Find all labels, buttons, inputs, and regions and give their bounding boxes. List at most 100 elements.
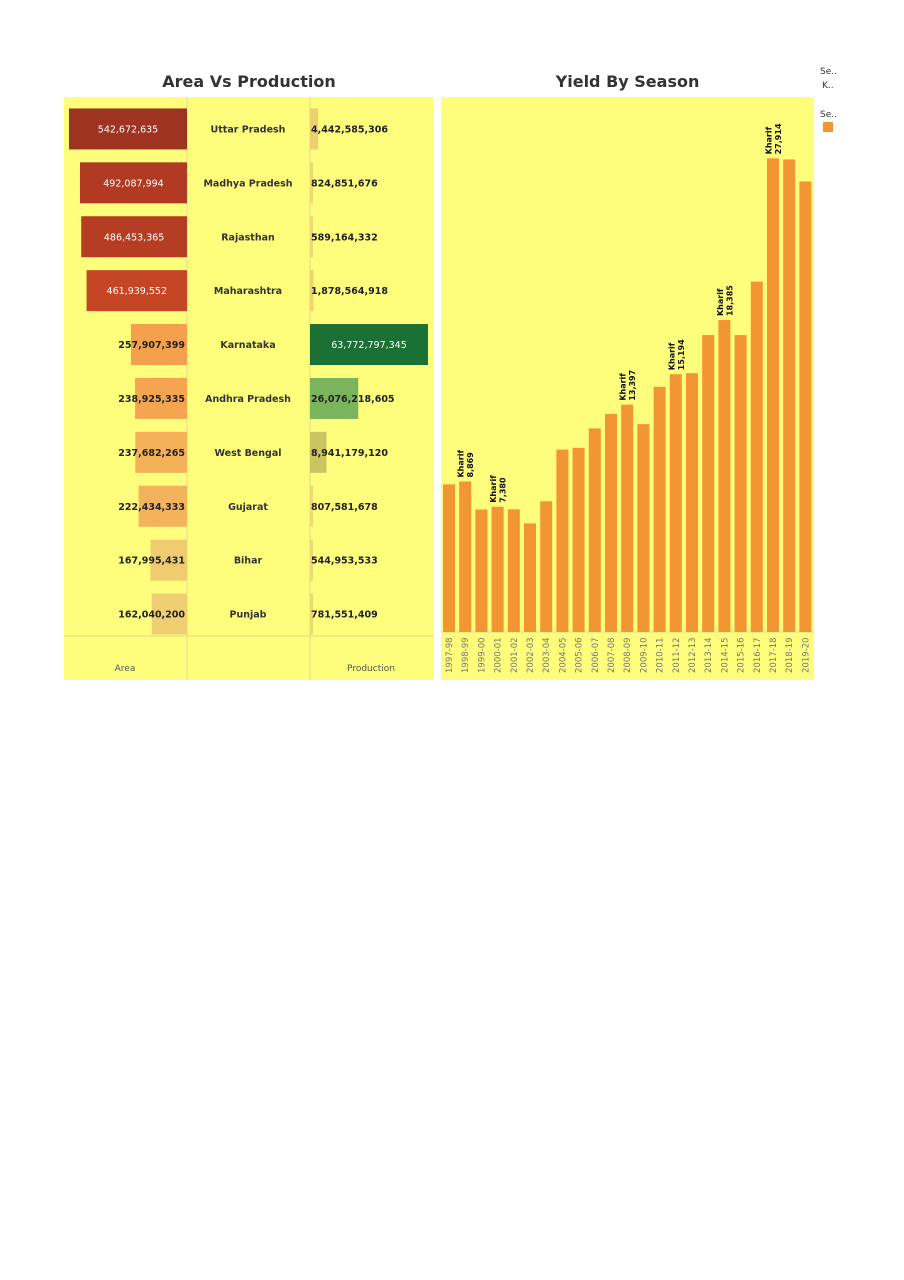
x-tick-label: 2008-09	[623, 637, 633, 673]
production-bar	[310, 162, 313, 204]
area-value-label: 486,453,365	[104, 232, 164, 243]
annotation-season-label: Kharif	[667, 342, 676, 370]
area-value-label: 461,939,552	[107, 286, 167, 297]
annotation-season-label: Kharif	[765, 126, 774, 154]
yield-bar	[475, 509, 488, 632]
x-tick-label: 2000-01	[494, 637, 504, 673]
production-value-label: 8,941,179,120	[311, 448, 388, 459]
legend-item-label[interactable]: K..	[822, 81, 834, 91]
annotation-value-label: 7,380	[499, 477, 508, 503]
area-value-label: 162,040,200	[118, 610, 185, 621]
state-label: Uttar Pradesh	[211, 124, 286, 135]
area-production-chart: 542,672,635 Uttar Pradesh 4,442,585,306 492…	[64, 97, 434, 680]
annotation-season-label: Kharif	[619, 373, 628, 401]
annotation-value-label: 18,385	[725, 285, 734, 316]
x-tick-label: 1997-98	[445, 637, 455, 673]
x-tick-label: 2011-12	[672, 637, 682, 673]
production-value-label: 544,953,533	[311, 556, 378, 567]
yield-bar	[653, 386, 666, 632]
area-bar	[69, 108, 187, 150]
yield-bar	[588, 428, 601, 632]
annotation-value-label: 13,397	[628, 370, 637, 401]
area-value-label: 257,907,399	[118, 340, 185, 351]
yield-bar	[556, 449, 569, 632]
state-label: West Bengal	[214, 448, 281, 459]
state-label: Andhra Pradesh	[205, 394, 291, 405]
yield-bar	[799, 181, 812, 632]
x-tick-label: 2006-07	[591, 637, 601, 673]
area-value-label: 167,995,431	[118, 556, 185, 567]
yield-bar	[783, 159, 796, 632]
production-value-label: 1,878,564,918	[311, 286, 388, 297]
production-value-label: 63,772,797,345	[331, 340, 407, 351]
production-bar	[310, 108, 319, 150]
x-tick-label: 2018-19	[785, 637, 795, 673]
area-bar	[138, 485, 187, 527]
x-tick-label: 2009-10	[639, 637, 649, 673]
production-value-label: 26,076,218,605	[311, 394, 395, 405]
production-bar	[310, 216, 313, 258]
state-label: Maharashtra	[214, 286, 282, 297]
area-production-panel: 542,672,635 Uttar Pradesh 4,442,585,306 492…	[64, 97, 434, 680]
x-tick-label: 2013-14	[704, 637, 714, 673]
x-tick-label: 2003-04	[542, 637, 552, 673]
production-bar	[310, 377, 359, 419]
x-tick-label: 2002-03	[526, 637, 536, 673]
x-tick-label: 1998-99	[461, 637, 471, 673]
yield-bar	[718, 320, 731, 632]
yield-bar	[702, 335, 715, 632]
annotation-season-label: Kharif	[489, 475, 498, 503]
area-value-label: 542,672,635	[98, 124, 158, 135]
area-value-label: 237,682,265	[118, 448, 185, 459]
x-tick-label: 2012-13	[688, 637, 698, 673]
area-axis-label: Area	[115, 664, 136, 674]
annotation-value-label: 27,914	[774, 123, 783, 154]
annotation-season-label: Kharif	[716, 288, 725, 316]
production-value-label: 589,164,332	[311, 232, 378, 243]
yield-bar	[734, 335, 747, 632]
area-bar	[81, 216, 187, 258]
yield-bar	[443, 484, 455, 632]
area-bar	[151, 593, 187, 635]
state-label: Bihar	[234, 556, 263, 567]
production-value-label: 4,442,585,306	[311, 124, 388, 135]
color-legend-title[interactable]: Se..	[820, 110, 837, 120]
x-tick-label: 1999-00	[477, 637, 487, 673]
yield-bar	[605, 413, 617, 632]
legend-title[interactable]: Se..	[820, 67, 837, 77]
x-tick-label: 2015-16	[737, 637, 747, 673]
yield-season-title: Yield By Season	[555, 72, 700, 91]
production-bar	[310, 593, 313, 635]
area-bar	[135, 431, 187, 473]
x-tick-label: 2014-15	[720, 637, 730, 673]
production-bar	[310, 431, 327, 473]
x-tick-label: 2010-11	[656, 637, 666, 673]
area-value-label: 492,087,994	[103, 178, 163, 189]
yield-bar	[507, 509, 520, 632]
x-tick-label: 2004-05	[558, 637, 568, 673]
state-label: Madhya Pradesh	[203, 178, 292, 189]
state-label: Gujarat	[228, 502, 268, 513]
production-bar	[310, 324, 428, 366]
color-legend-swatch[interactable]	[823, 122, 833, 132]
yield-bar	[686, 373, 698, 632]
area-bar	[79, 162, 187, 204]
x-tick-label: 2016-17	[753, 637, 763, 673]
area-production-title: Area Vs Production	[162, 72, 336, 91]
production-bar	[310, 539, 313, 581]
x-tick-label: 2007-08	[607, 637, 617, 673]
yield-bar	[767, 158, 779, 632]
state-label: Punjab	[230, 610, 267, 621]
state-label: Karnataka	[220, 340, 275, 351]
yield-bar	[750, 281, 763, 632]
production-value-label: 781,551,409	[311, 610, 378, 621]
area-bar	[130, 324, 187, 366]
yield-bar	[637, 424, 650, 632]
area-bar	[86, 270, 187, 312]
annotation-season-label: Kharif	[457, 450, 466, 478]
production-bar	[310, 270, 314, 312]
yield-bar	[621, 404, 634, 632]
yield-bar	[491, 506, 504, 632]
production-value-label: 807,581,678	[311, 502, 378, 513]
